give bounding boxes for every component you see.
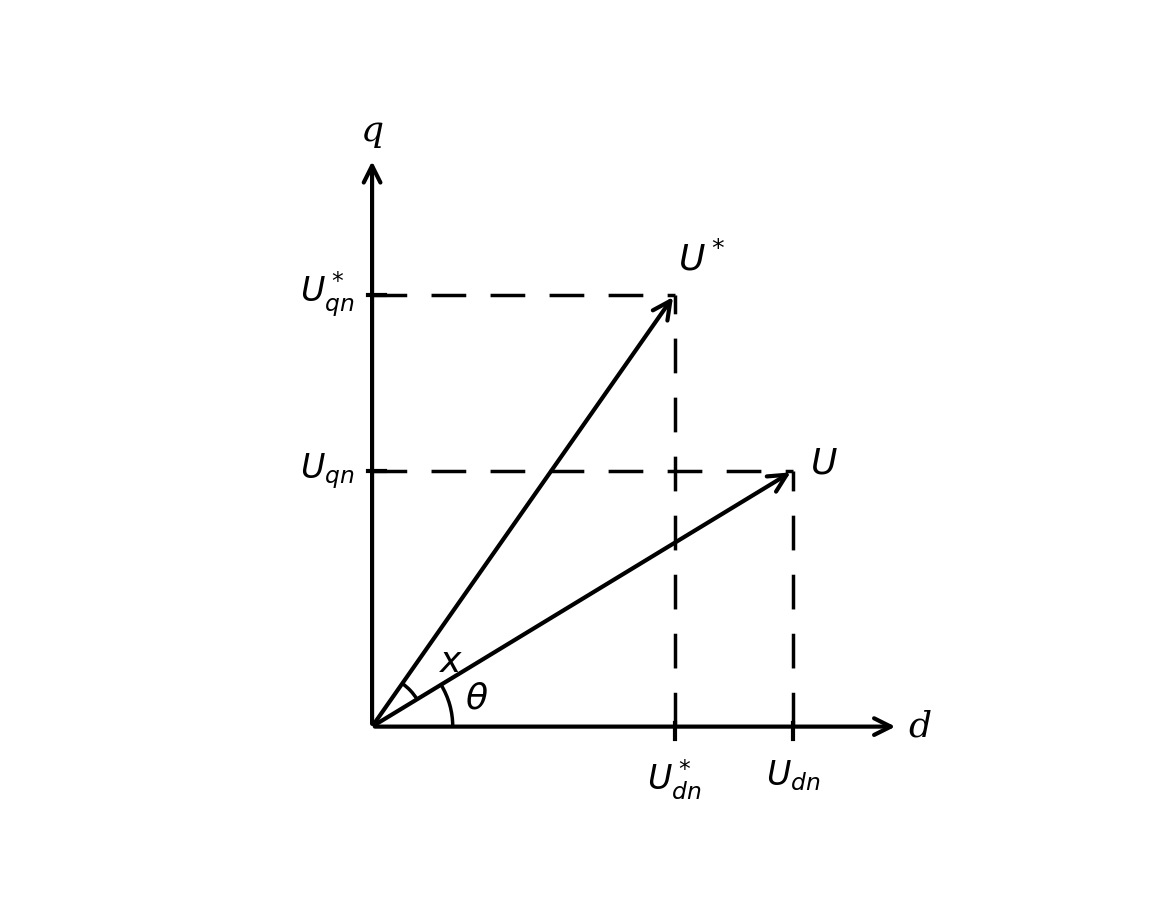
Text: $U_{dn}$: $U_{dn}$	[766, 758, 821, 793]
Text: $U^*_{qn}$: $U^*_{qn}$	[300, 270, 355, 320]
Text: $\theta$: $\theta$	[466, 681, 489, 715]
Text: d: d	[909, 710, 932, 743]
Text: $U_{qn}$: $U_{qn}$	[300, 451, 355, 491]
Text: q: q	[361, 114, 384, 148]
Text: $x$: $x$	[439, 645, 463, 679]
Text: $U$: $U$	[810, 447, 838, 481]
Text: $U^*_{dn}$: $U^*_{dn}$	[647, 758, 702, 803]
Text: $U^*$: $U^*$	[679, 241, 726, 277]
